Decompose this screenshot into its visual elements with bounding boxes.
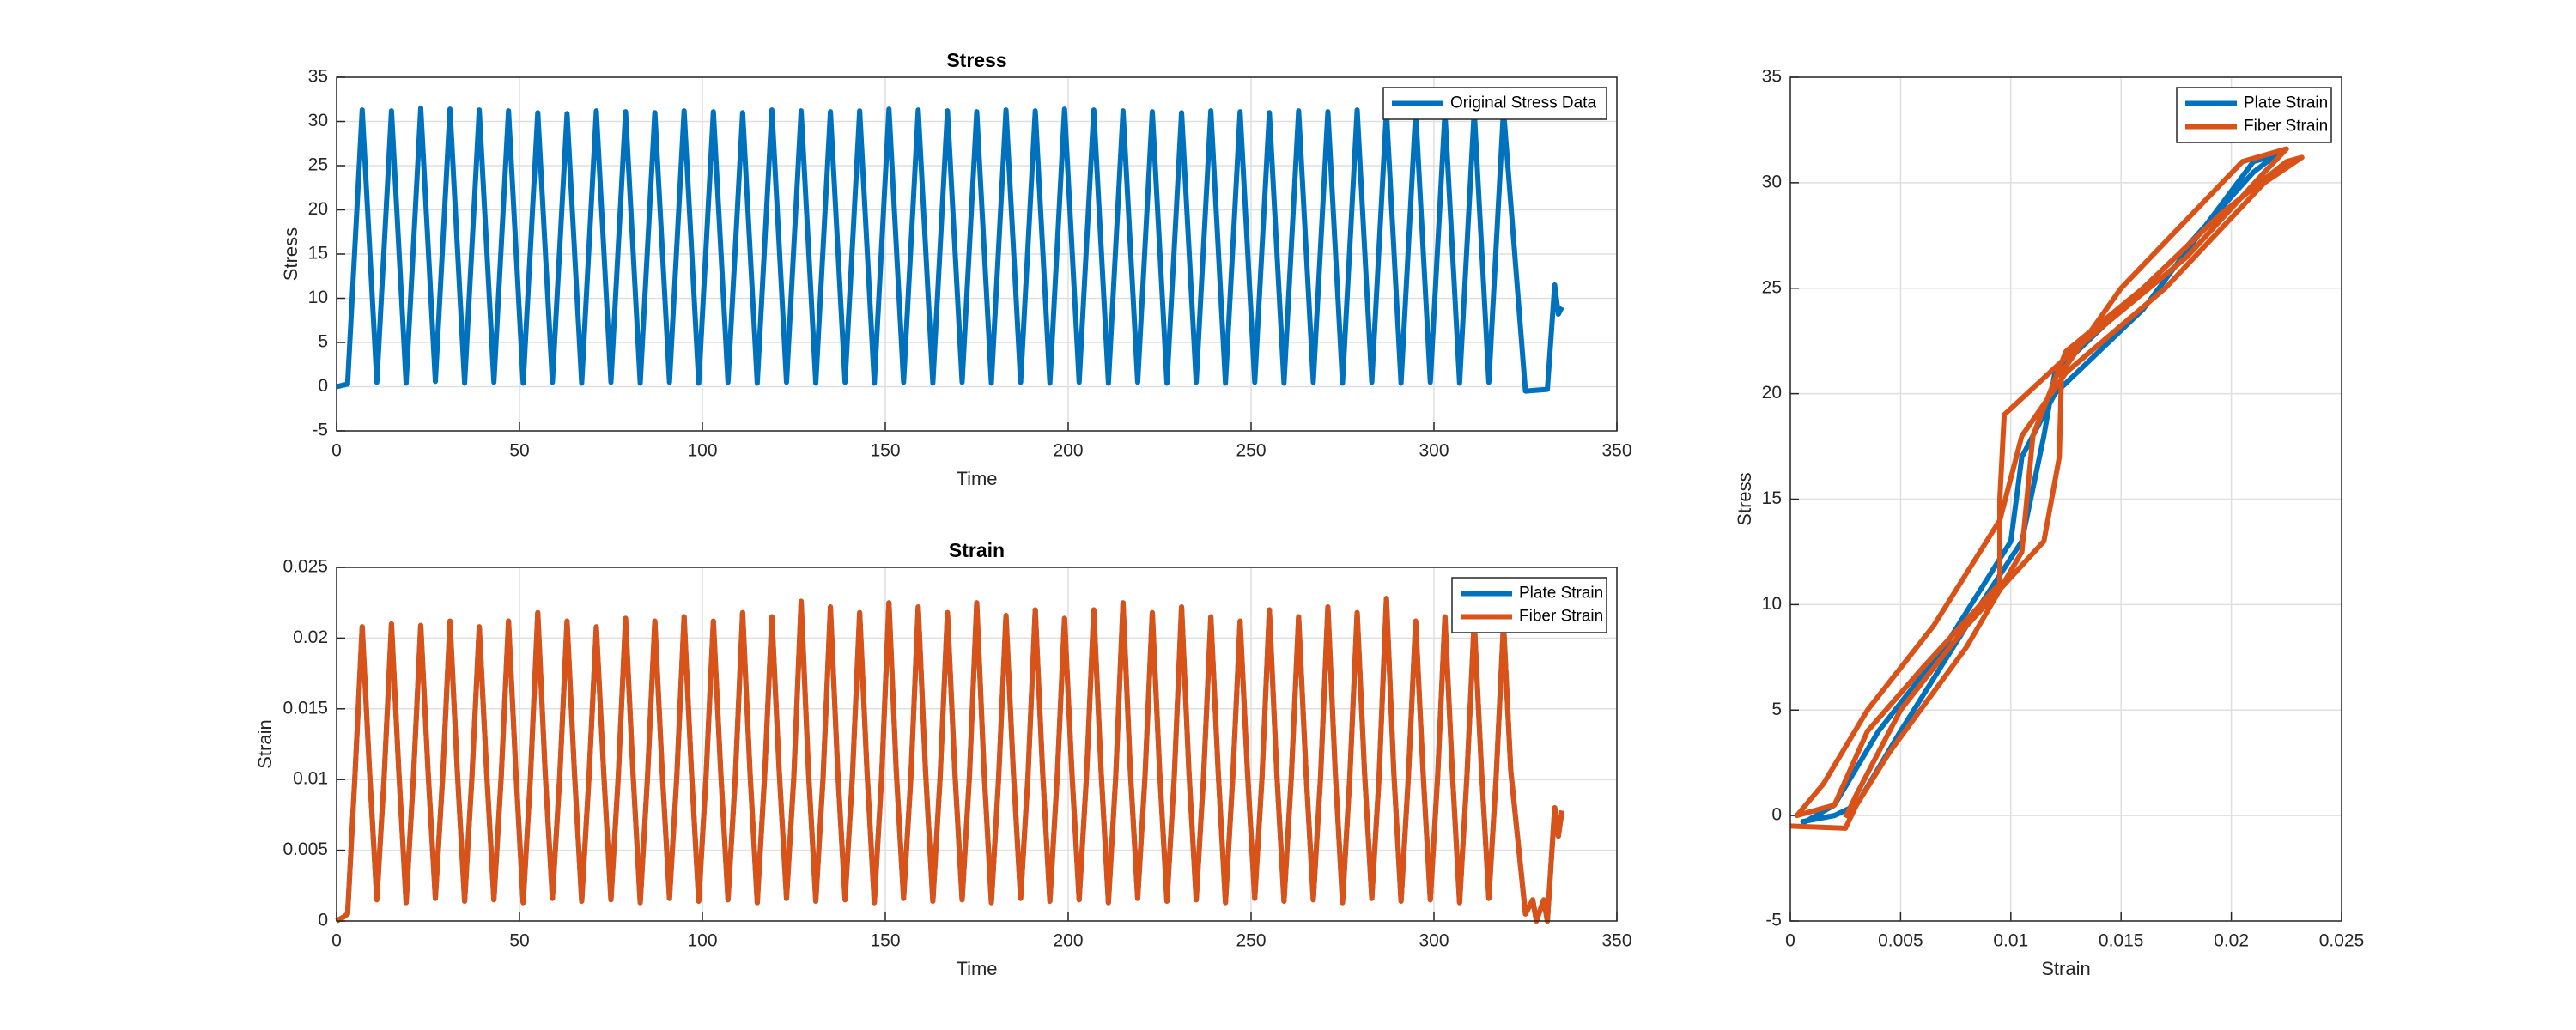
x-tick-label: 150 bbox=[870, 441, 900, 461]
legend-box bbox=[2176, 87, 2332, 143]
x-tick-label: 0 bbox=[331, 441, 342, 461]
chart-title: Strain bbox=[949, 539, 1005, 561]
y-tick-label: 10 bbox=[1762, 594, 1782, 614]
y-tick-label: 0.025 bbox=[283, 557, 328, 577]
y-tick-label: 10 bbox=[308, 288, 328, 307]
x-tick-label: 0 bbox=[331, 931, 342, 951]
x-tick-label: 200 bbox=[1053, 441, 1083, 461]
legend-label: Original Stress Data bbox=[1450, 94, 1596, 112]
y-tick-label: 0.005 bbox=[283, 839, 328, 859]
x-tick-label: 250 bbox=[1236, 931, 1266, 951]
x-tick-label: 50 bbox=[509, 441, 529, 461]
y-tick-label: -5 bbox=[312, 421, 328, 440]
legend-label: Plate Strain bbox=[2244, 94, 2328, 112]
x-tick-label: 350 bbox=[1601, 931, 1631, 951]
x-tick-label: 350 bbox=[1601, 441, 1631, 461]
y-tick-label: 25 bbox=[308, 155, 328, 175]
y-tick-label: 30 bbox=[1762, 172, 1782, 191]
x-tick-label: 0.025 bbox=[2319, 931, 2365, 951]
y-tick-label: 0.01 bbox=[293, 769, 328, 789]
y-axis-label: Stress bbox=[280, 227, 301, 281]
x-tick-label: 300 bbox=[1419, 441, 1449, 461]
y-tick-label: -5 bbox=[1765, 911, 1782, 930]
axes-box bbox=[336, 76, 1618, 432]
y-tick-label: 0 bbox=[318, 376, 328, 396]
legend-box bbox=[1451, 577, 1607, 633]
axes-box bbox=[1789, 76, 2342, 922]
y-tick-label: 20 bbox=[308, 199, 328, 219]
series-line bbox=[336, 106, 1564, 394]
series-line bbox=[1800, 152, 2278, 827]
y-axis-label: Strain bbox=[254, 719, 276, 768]
y-tick-label: 30 bbox=[308, 111, 328, 130]
x-axis-label: Strain bbox=[2041, 958, 2090, 979]
axes-box bbox=[336, 566, 1618, 922]
x-tick-label: 100 bbox=[687, 441, 717, 461]
y-tick-label: 35 bbox=[308, 67, 328, 87]
x-tick-label: 300 bbox=[1419, 931, 1449, 951]
x-tick-label: 150 bbox=[870, 931, 900, 951]
x-tick-label: 50 bbox=[509, 931, 529, 951]
y-tick-label: 0 bbox=[318, 911, 328, 930]
y-tick-label: 0 bbox=[1771, 805, 1782, 825]
x-tick-label: 250 bbox=[1236, 441, 1266, 461]
y-tick-label: 15 bbox=[308, 244, 328, 264]
legend-label: Plate Strain bbox=[1519, 585, 1603, 603]
chart-title: Stress bbox=[946, 49, 1006, 71]
y-tick-label: 5 bbox=[1771, 700, 1782, 719]
x-tick-label: 0.01 bbox=[1993, 931, 2028, 951]
x-axis-label: Time bbox=[956, 958, 997, 979]
y-tick-label: 0.015 bbox=[283, 698, 328, 718]
y-tick-label: 0.02 bbox=[293, 627, 328, 647]
legend-label: Fiber Strain bbox=[2244, 118, 2328, 136]
x-tick-label: 0.005 bbox=[1878, 931, 1923, 951]
x-axis-label: Time bbox=[956, 468, 997, 489]
series-line bbox=[335, 596, 1565, 924]
x-tick-label: 0.02 bbox=[2214, 931, 2249, 951]
legend-label: Fiber Strain bbox=[1519, 608, 1603, 626]
y-tick-label: 5 bbox=[318, 332, 328, 352]
x-tick-label: 200 bbox=[1053, 931, 1083, 951]
y-axis-label: Stress bbox=[1734, 472, 1755, 525]
y-tick-label: 20 bbox=[1762, 383, 1782, 403]
x-tick-label: 100 bbox=[687, 931, 717, 951]
y-tick-label: 15 bbox=[1762, 488, 1782, 508]
x-tick-label: 0.015 bbox=[2099, 931, 2144, 951]
y-tick-label: 35 bbox=[1762, 67, 1782, 87]
series-line bbox=[1789, 146, 2305, 831]
y-tick-label: 25 bbox=[1762, 277, 1782, 297]
x-tick-label: 0 bbox=[1785, 931, 1795, 951]
